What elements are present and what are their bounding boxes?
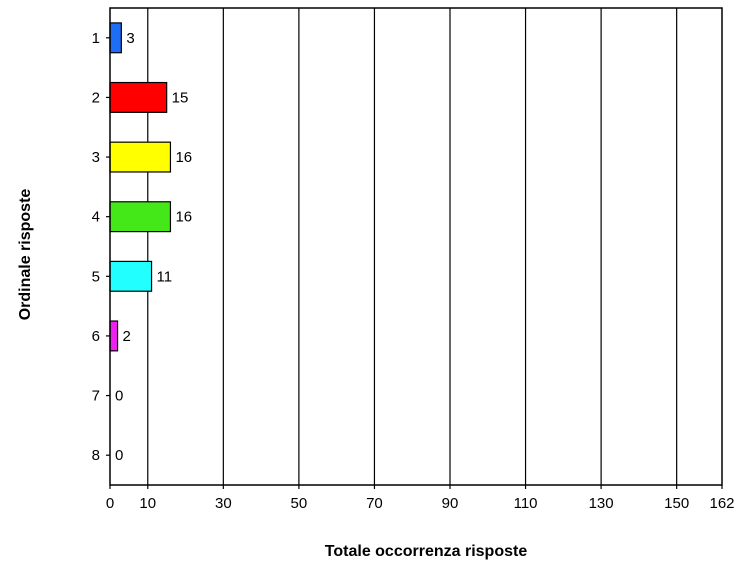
- x-tick-label-50: 50: [291, 495, 308, 512]
- y-tick-label-5: 5: [92, 268, 100, 285]
- y-tick-label-8: 8: [92, 447, 100, 464]
- x-tick-label-110: 110: [514, 495, 538, 512]
- x-tick-label-0: 0: [106, 495, 114, 512]
- x-tick-label-30: 30: [215, 495, 232, 512]
- bar-3: [109, 141, 172, 173]
- data-label-1: 3: [126, 30, 134, 47]
- data-label-5: 11: [157, 268, 173, 285]
- x-axis-title: Totale occorrenza risposte: [325, 543, 528, 560]
- y-tick-label-6: 6: [92, 328, 100, 345]
- data-label-3: 16: [175, 149, 192, 166]
- y-tick-label-7: 7: [92, 388, 100, 405]
- bars: [109, 22, 172, 352]
- plot-area: [109, 7, 723, 486]
- x-tick-label-90: 90: [442, 495, 459, 512]
- x-tick-label-10: 10: [139, 495, 156, 512]
- bar-5: [109, 260, 153, 292]
- y-tick-label-4: 4: [92, 209, 100, 226]
- data-label-2: 15: [172, 89, 189, 106]
- y-tick-label-3: 3: [92, 149, 100, 166]
- bar-2: [109, 81, 168, 113]
- data-label-4: 16: [175, 209, 192, 226]
- y-axis-title: Ordinale risposte: [17, 189, 34, 321]
- x-tick-label-150: 150: [664, 495, 689, 512]
- grid-lines: [147, 8, 678, 485]
- data-label-6: 2: [123, 328, 131, 345]
- data-label-8: 0: [115, 447, 123, 464]
- labels: 3 15 16 16 11 2 0 0: [115, 30, 192, 464]
- bar-4: [109, 201, 172, 233]
- y-tick-label-2: 2: [92, 89, 100, 106]
- x-tick-label-130: 130: [589, 495, 614, 512]
- x-tick-label-162: 162: [709, 495, 734, 512]
- y-tick-label-1: 1: [92, 30, 100, 47]
- x-tick-label-70: 70: [366, 495, 383, 512]
- bar-6: [109, 320, 119, 352]
- data-label-7: 0: [115, 388, 123, 405]
- bar-1: [109, 22, 122, 54]
